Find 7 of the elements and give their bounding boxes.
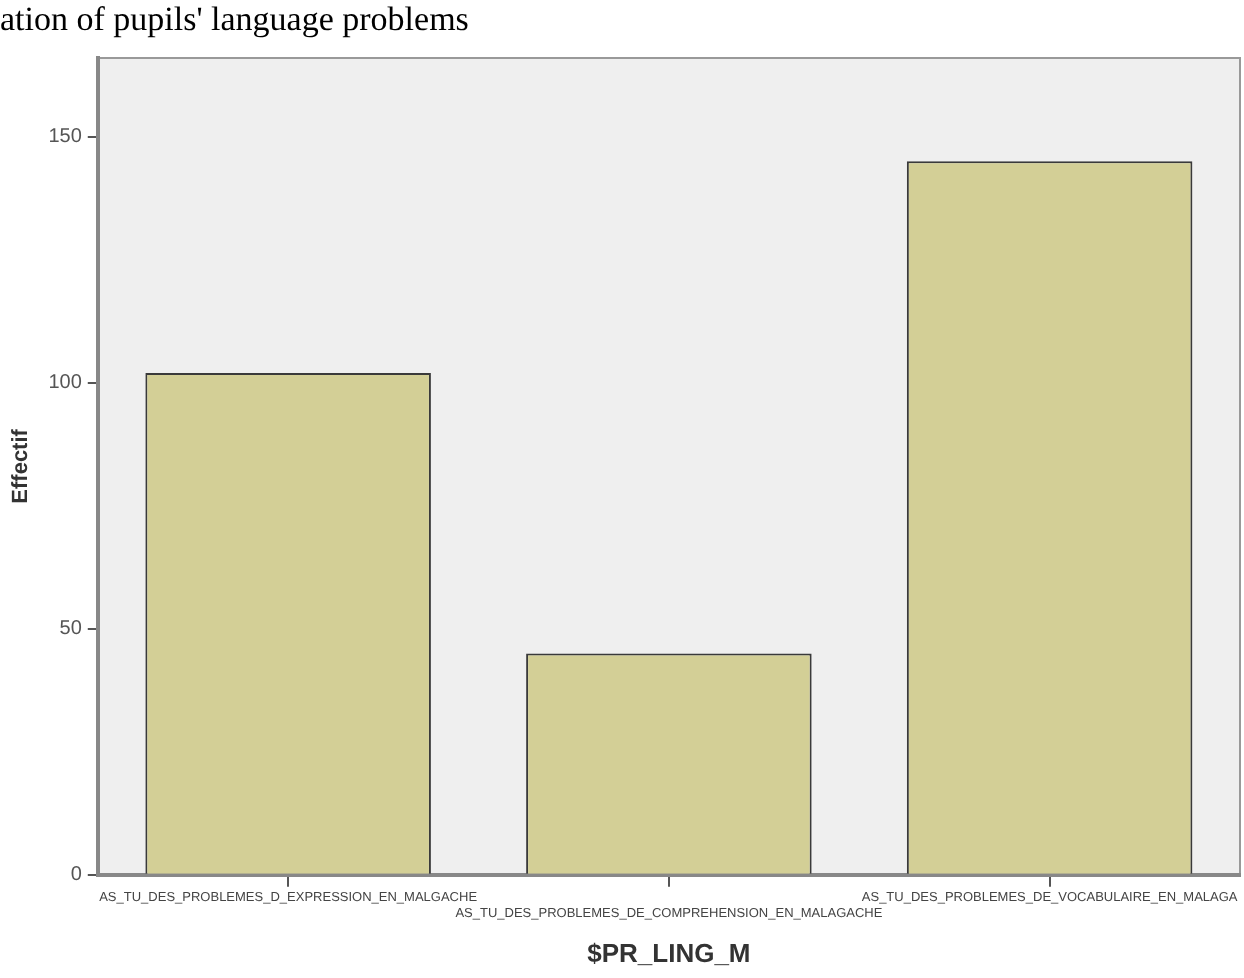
y-tick-label: 100: [48, 372, 83, 395]
chart-title: ation of pupils' language problems: [0, 0, 471, 40]
y-tick-label: 50: [59, 618, 83, 641]
y-tick-label: 150: [48, 126, 83, 149]
y-axis-title: Effectif: [9, 428, 34, 504]
y-tick-label: 0: [70, 864, 83, 887]
x-axis-title: $PR_LING_M: [587, 937, 751, 968]
